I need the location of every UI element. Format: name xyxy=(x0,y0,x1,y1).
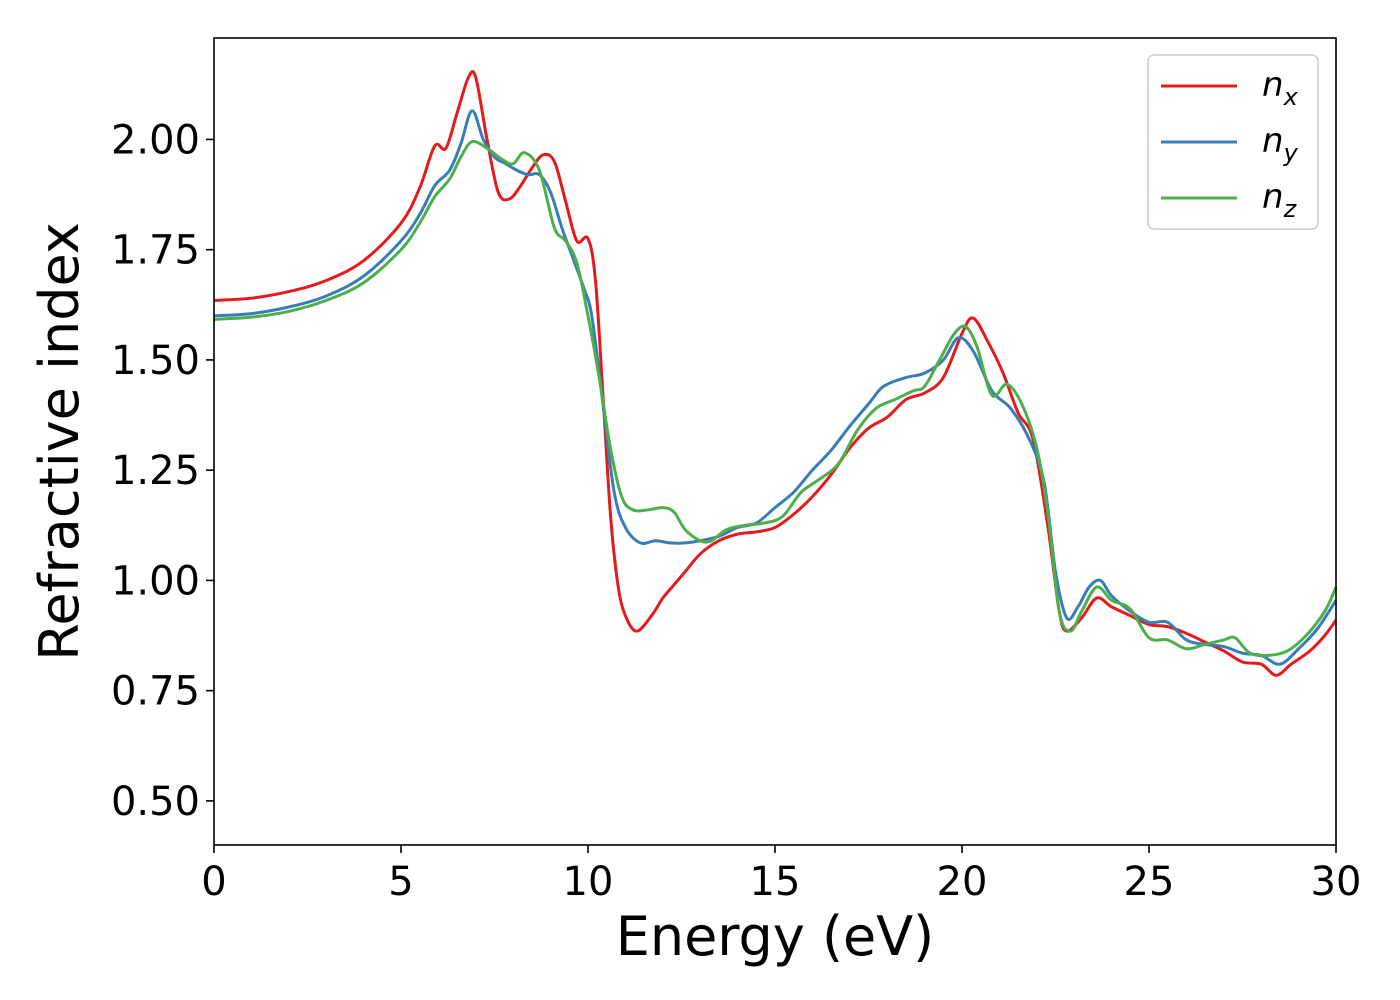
refractive-index-chart: 0 5 10 15 20 25 30 0.50 0.75 1.00 1.25 1.50 1.75 2.0… xyxy=(0,0,1400,1000)
legend-label-base: n xyxy=(1262,121,1284,161)
x-tick-label: 20 xyxy=(937,859,988,905)
legend-label-subscript: y xyxy=(1283,139,1299,167)
y-tick-label: 1.75 xyxy=(111,228,200,274)
legend-label-base: n xyxy=(1262,65,1284,105)
x-tick-label: 0 xyxy=(201,859,226,905)
legend-label-base: n xyxy=(1262,177,1284,217)
y-tick-label: 1.25 xyxy=(111,448,200,494)
x-tick-label: 15 xyxy=(750,859,801,905)
y-tick-label: 0.50 xyxy=(111,779,200,825)
x-axis-title: Energy (eV) xyxy=(616,905,935,968)
x-tick-label: 5 xyxy=(388,859,413,905)
x-tick-label: 25 xyxy=(1124,859,1175,905)
x-axis-ticks: 0 5 10 15 20 25 30 xyxy=(201,845,1361,905)
legend-label-subscript: x xyxy=(1283,83,1299,111)
y-tick-label: 0.75 xyxy=(111,669,200,715)
y-tick-label: 1.50 xyxy=(111,338,200,384)
x-tick-label: 10 xyxy=(563,859,614,905)
y-tick-label: 1.00 xyxy=(111,558,200,604)
legend-label-subscript: z xyxy=(1283,195,1298,223)
y-axis-ticks: 0.50 0.75 1.00 1.25 1.50 1.75 2.00 xyxy=(111,117,214,824)
x-tick-label: 30 xyxy=(1311,859,1362,905)
y-tick-label: 2.00 xyxy=(111,117,200,163)
y-axis-title: Refractive index xyxy=(28,222,91,661)
